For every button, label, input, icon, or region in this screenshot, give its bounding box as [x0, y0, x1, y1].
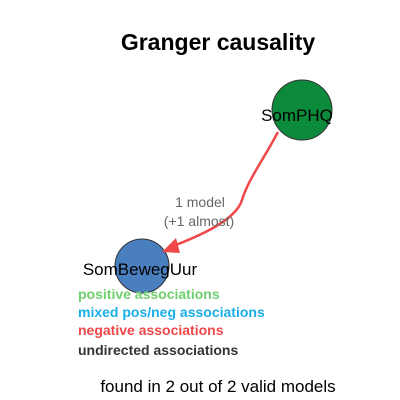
diagram-title: Granger causality	[121, 29, 316, 55]
node-somphq	[271, 79, 333, 141]
node-sombeweguur	[114, 238, 170, 294]
edge-label-models: 1 model	[175, 194, 225, 210]
legend-negative: negative associations	[78, 322, 224, 338]
node-label-sombeweguur: SomBewegUur	[83, 260, 198, 279]
edge-label-almost: (+1 almost)	[164, 213, 234, 229]
legend-undirected: undirected associations	[78, 342, 238, 358]
arrowhead	[162, 238, 180, 253]
footer-summary: found in 2 out of 2 valid models	[100, 377, 335, 396]
legend-mixed: mixed pos/neg associations	[78, 304, 265, 320]
node-label-somphq: SomPHQ	[261, 106, 333, 125]
edge-arrow-somphq-to-sombeweguur	[167, 131, 280, 250]
legend-positive: positive associations	[78, 286, 220, 302]
